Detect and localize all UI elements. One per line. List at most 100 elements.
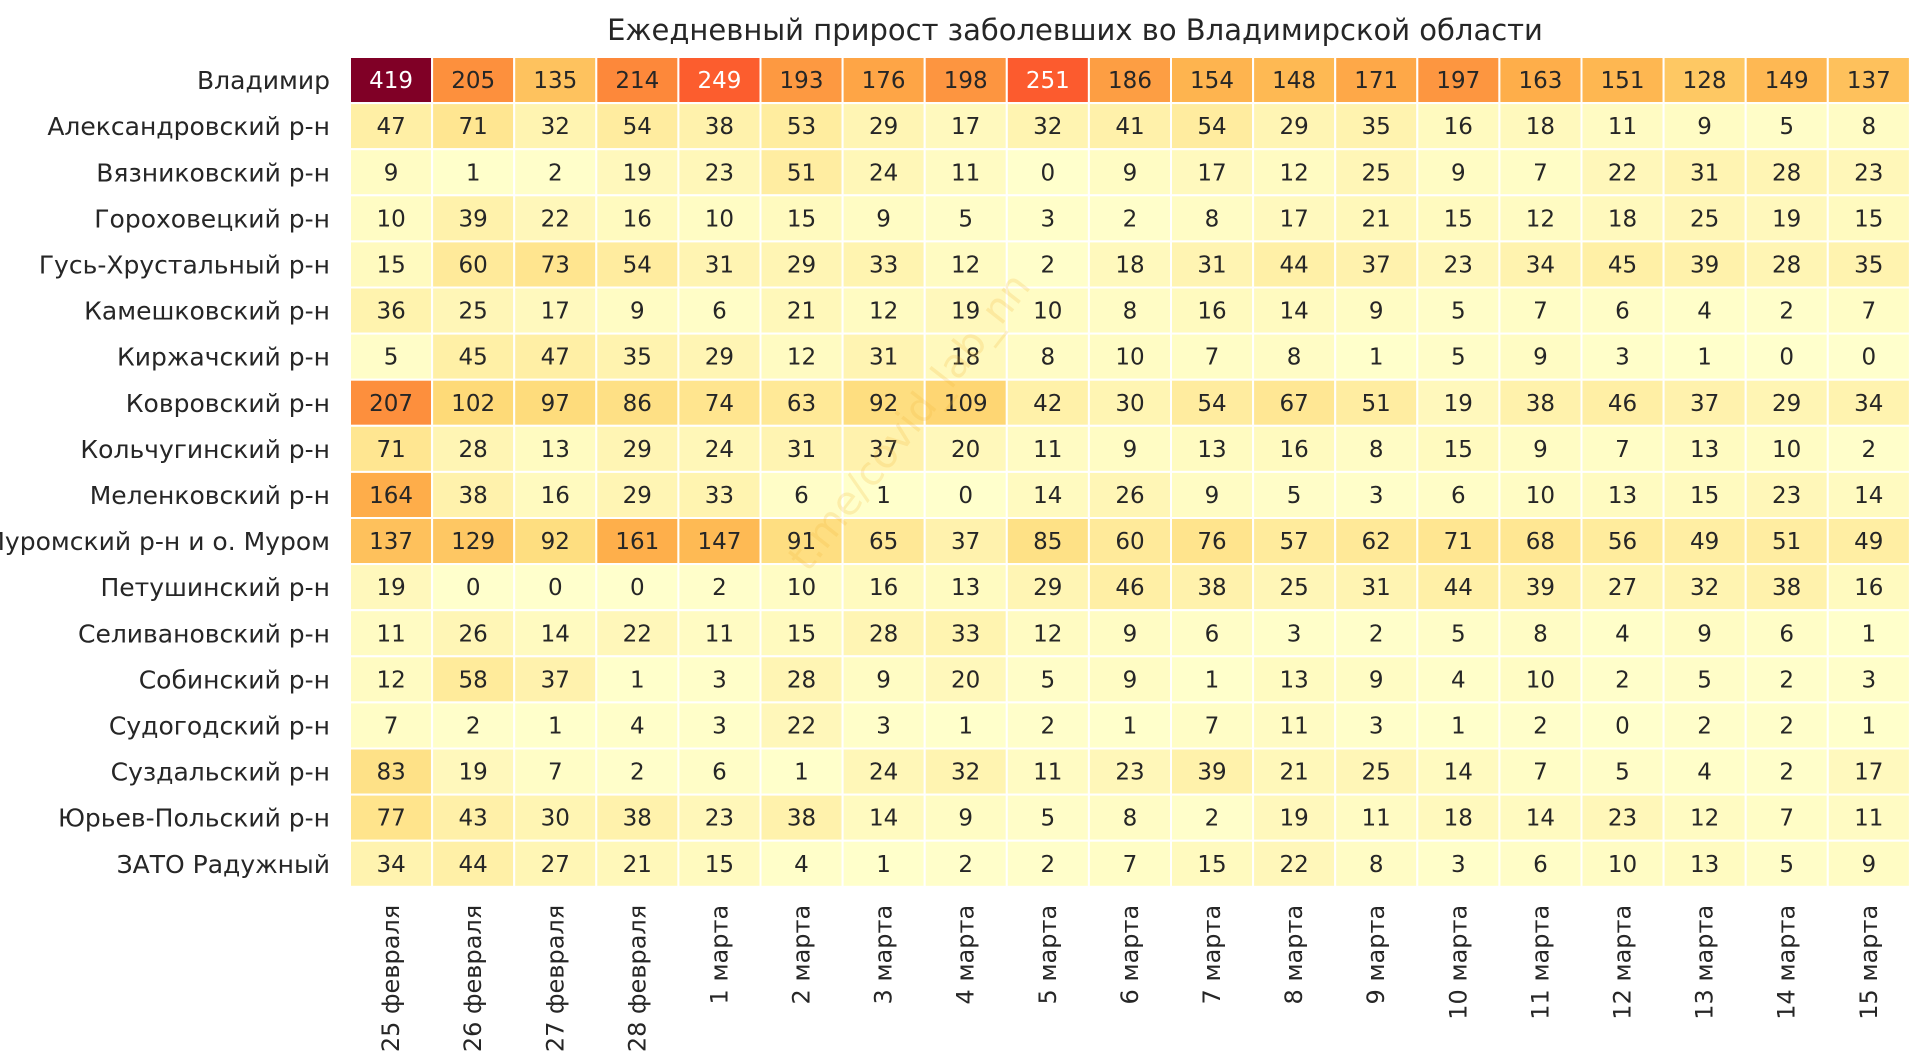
heatmap-cell-value: 11: [1608, 114, 1637, 140]
heatmap-cell-value: 22: [623, 621, 652, 647]
heatmap-cell-value: 38: [787, 806, 816, 832]
heatmap-cell: [1170, 563, 1255, 612]
heatmap-cell-value: 10: [1033, 299, 1062, 325]
heatmap-cell-value: 3: [712, 713, 727, 739]
heatmap-cell: [1252, 747, 1337, 796]
heatmap-cell-value: 17: [1197, 160, 1226, 186]
heatmap-cell-value: 2: [1615, 667, 1630, 693]
heatmap-cell: [1334, 609, 1419, 658]
heatmap-cell-value: 27: [1608, 575, 1637, 601]
heatmap-cell-value: 5: [1040, 667, 1055, 693]
heatmap-cell: [1087, 701, 1173, 750]
heatmap-cell-value: 1: [1697, 345, 1712, 371]
heatmap-cell: [1826, 286, 1911, 335]
heatmap-cell: [1252, 240, 1337, 289]
heatmap-cell-value: 20: [951, 667, 980, 693]
heatmap-cell: [1498, 240, 1583, 289]
heatmap-cell-value: 32: [951, 760, 980, 786]
heatmap-cell: [1005, 424, 1090, 473]
heatmap-cell-value: 10: [1608, 852, 1637, 878]
heatmap-cell: [1087, 102, 1173, 151]
column-label: 12 марта: [1609, 905, 1637, 1020]
heatmap-cell: [1252, 148, 1337, 197]
heatmap-cell: [1826, 424, 1911, 473]
heatmap-cell-value: 25: [1362, 160, 1391, 186]
heatmap-cell-value: 38: [623, 806, 652, 832]
heatmap-cell-value: 5: [1615, 760, 1630, 786]
heatmap-cell: [923, 56, 1008, 105]
heatmap-cell-value: 23: [1772, 483, 1801, 509]
heatmap-cell-value: 171: [1354, 68, 1398, 94]
heatmap-cell-value: 31: [787, 437, 816, 463]
heatmap-cell: [1087, 839, 1173, 888]
heatmap-cell: [513, 286, 598, 335]
heatmap-cell: [1416, 286, 1501, 335]
heatmap-cell-value: 5: [1779, 114, 1794, 140]
heatmap-cell-value: 23: [1854, 160, 1883, 186]
heatmap-cell: [431, 102, 516, 151]
heatmap-cell-value: 33: [869, 252, 898, 278]
heatmap-cell-value: 28: [1772, 160, 1801, 186]
heatmap-cell: [1334, 517, 1419, 566]
heatmap-cell-value: 2: [1779, 713, 1794, 739]
heatmap-cell-value: 29: [705, 345, 734, 371]
heatmap-cell-value: 23: [705, 160, 734, 186]
heatmap-cell-value: 1: [466, 160, 481, 186]
heatmap-cell-value: 21: [1279, 760, 1308, 786]
heatmap-cell: [1170, 148, 1255, 197]
heatmap-cell-value: 0: [548, 575, 563, 601]
heatmap-cell-value: 197: [1436, 68, 1480, 94]
heatmap-cell-value: 45: [1608, 252, 1637, 278]
heatmap-cell: [759, 56, 844, 105]
heatmap-cell: [677, 701, 762, 750]
column-label: 10 марта: [1444, 905, 1472, 1020]
heatmap-cell-value: 23: [1115, 760, 1144, 786]
heatmap-cell-value: 6: [1451, 483, 1466, 509]
heatmap-cell-value: 31: [1197, 252, 1226, 278]
heatmap-cell: [1662, 701, 1747, 750]
heatmap-cell-value: 9: [958, 806, 973, 832]
heatmap-cell-value: 20: [951, 437, 980, 463]
heatmap-cell-value: 10: [787, 575, 816, 601]
row-label: Владимир: [197, 66, 330, 95]
heatmap-cell-value: 7: [1533, 760, 1548, 786]
heatmap-cell: [1580, 56, 1665, 105]
heatmap-cell-value: 2: [1040, 852, 1055, 878]
column-label: 25 февраля: [377, 905, 405, 1052]
heatmap-cell-value: 2: [1533, 713, 1548, 739]
column-label: 27 февраля: [541, 905, 569, 1052]
heatmap-cell-value: 18: [1608, 206, 1637, 232]
heatmap-cell: [1498, 378, 1583, 427]
heatmap-cell-value: 1: [1451, 713, 1466, 739]
heatmap-cell: [1744, 194, 1829, 243]
heatmap-cell-value: 0: [1615, 713, 1630, 739]
heatmap-cell-value: 57: [1279, 529, 1308, 555]
heatmap-cell-value: 13: [1690, 437, 1719, 463]
heatmap-cell-value: 214: [615, 68, 659, 94]
heatmap-cell-value: 148: [1272, 68, 1316, 94]
heatmap-cell: [1416, 470, 1501, 519]
heatmap-cell-value: 129: [451, 529, 495, 555]
heatmap-cell-value: 31: [869, 345, 898, 371]
heatmap-cell-value: 149: [1765, 68, 1809, 94]
heatmap-cell-value: 3: [1369, 483, 1384, 509]
heatmap-cell-value: 251: [1026, 68, 1070, 94]
heatmap-cell-value: 198: [944, 68, 988, 94]
heatmap-cell-value: 32: [541, 114, 570, 140]
heatmap-cell-value: 8: [1369, 852, 1384, 878]
heatmap-cell: [841, 424, 926, 473]
heatmap-cell-value: 2: [712, 575, 727, 601]
heatmap-cell-value: 164: [369, 483, 413, 509]
heatmap-cell-value: 3: [712, 667, 727, 693]
heatmap-cell-value: 2: [1040, 713, 1055, 739]
heatmap-cell-value: 19: [951, 299, 980, 325]
heatmap-cell-value: 3: [876, 713, 891, 739]
heatmap-cell: [1005, 747, 1090, 796]
heatmap-cell-value: 12: [1526, 206, 1555, 232]
heatmap-cell-value: 9: [1451, 160, 1466, 186]
heatmap-cell-value: 38: [705, 114, 734, 140]
heatmap-cell-value: 9: [1861, 852, 1876, 878]
heatmap-cell-value: 19: [623, 160, 652, 186]
heatmap-cell-value: 6: [712, 299, 727, 325]
heatmap-cell-value: 6: [1533, 852, 1548, 878]
